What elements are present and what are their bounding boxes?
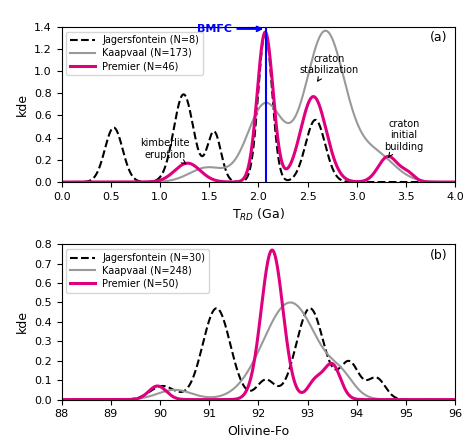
Premier (N=46) [263,29,268,35]
Line: Premier (N=50): Premier (N=50) [62,250,455,400]
Line: Kaapvaal (N=173): Kaapvaal (N=173) [62,31,455,182]
Kaapvaal (N=248) [287,300,293,305]
Kaapvaal (N=248) [227,389,232,394]
Kaapvaal (N=248) [127,396,133,402]
Jagersfontein (N=8) [210,130,215,135]
Premier (N=46) [452,179,458,185]
Y-axis label: kde: kde [16,93,28,116]
Premier (N=50) [452,397,458,402]
Jagersfontein (N=30) [59,397,64,402]
Premier (N=46) [59,179,64,185]
Y-axis label: kde: kde [16,310,28,333]
Text: BMFC: BMFC [197,24,261,34]
Jagersfontein (N=8) [227,175,232,181]
Kaapvaal (N=173) [210,165,215,170]
Jagersfontein (N=30) [307,305,313,311]
Jagersfontein (N=8) [452,179,458,185]
Jagersfontein (N=30) [127,396,133,402]
Jagersfontein (N=8) [59,179,64,185]
Jagersfontein (N=8) [127,169,133,174]
Jagersfontein (N=30) [445,397,450,402]
Kaapvaal (N=173) [104,179,109,185]
Premier (N=50) [227,397,232,402]
Line: Jagersfontein (N=8): Jagersfontein (N=8) [62,32,455,182]
Kaapvaal (N=173) [452,179,458,185]
Text: (a): (a) [429,32,447,44]
Kaapvaal (N=248) [452,397,458,402]
Premier (N=46) [104,179,109,185]
Premier (N=50) [210,397,215,402]
Kaapvaal (N=173) [59,179,64,185]
Line: Jagersfontein (N=30): Jagersfontein (N=30) [62,308,455,400]
Jagersfontein (N=30) [104,397,109,402]
Premier (N=50) [402,397,408,402]
Kaapvaal (N=248) [210,395,215,400]
Text: craton
initial
building: craton initial building [384,119,424,157]
Kaapvaal (N=248) [402,397,408,402]
Premier (N=50) [127,397,133,402]
Kaapvaal (N=173) [227,163,232,168]
Jagersfontein (N=30) [227,338,232,344]
Kaapvaal (N=173) [445,179,450,185]
Text: (b): (b) [429,249,447,262]
Legend: Jagersfontein (N=30), Kaapvaal (N=248), Premier (N=50): Jagersfontein (N=30), Kaapvaal (N=248), … [66,249,210,293]
Jagersfontein (N=8) [104,141,109,146]
Jagersfontein (N=8) [402,179,408,185]
Line: Premier (N=46): Premier (N=46) [62,32,455,182]
Jagersfontein (N=30) [210,309,215,315]
X-axis label: T$_{RD}$ (Ga): T$_{RD}$ (Ga) [232,207,285,223]
Kaapvaal (N=248) [445,397,450,402]
Jagersfontein (N=30) [452,397,458,402]
Kaapvaal (N=173) [402,171,408,176]
Premier (N=46) [227,179,232,185]
Premier (N=46) [402,166,408,172]
Premier (N=50) [59,397,64,402]
Legend: Jagersfontein (N=8), Kaapvaal (N=173), Premier (N=46): Jagersfontein (N=8), Kaapvaal (N=173), P… [66,32,203,75]
Text: craton
stabilization: craton stabilization [300,54,359,81]
Premier (N=46) [127,179,133,185]
Premier (N=46) [445,179,450,185]
Premier (N=50) [445,397,450,402]
Text: kimberlite
eruption: kimberlite eruption [140,138,190,164]
Jagersfontein (N=8) [263,29,268,35]
Kaapvaal (N=173) [127,179,133,185]
Kaapvaal (N=173) [323,28,328,33]
Premier (N=46) [210,177,215,182]
Premier (N=50) [104,397,109,402]
Kaapvaal (N=248) [59,397,64,402]
Kaapvaal (N=248) [104,397,109,402]
Jagersfontein (N=30) [402,397,408,402]
Premier (N=50) [269,247,275,253]
Jagersfontein (N=8) [445,179,450,185]
Line: Kaapvaal (N=248): Kaapvaal (N=248) [62,302,455,400]
X-axis label: Olivine-Fo: Olivine-Fo [227,425,290,438]
